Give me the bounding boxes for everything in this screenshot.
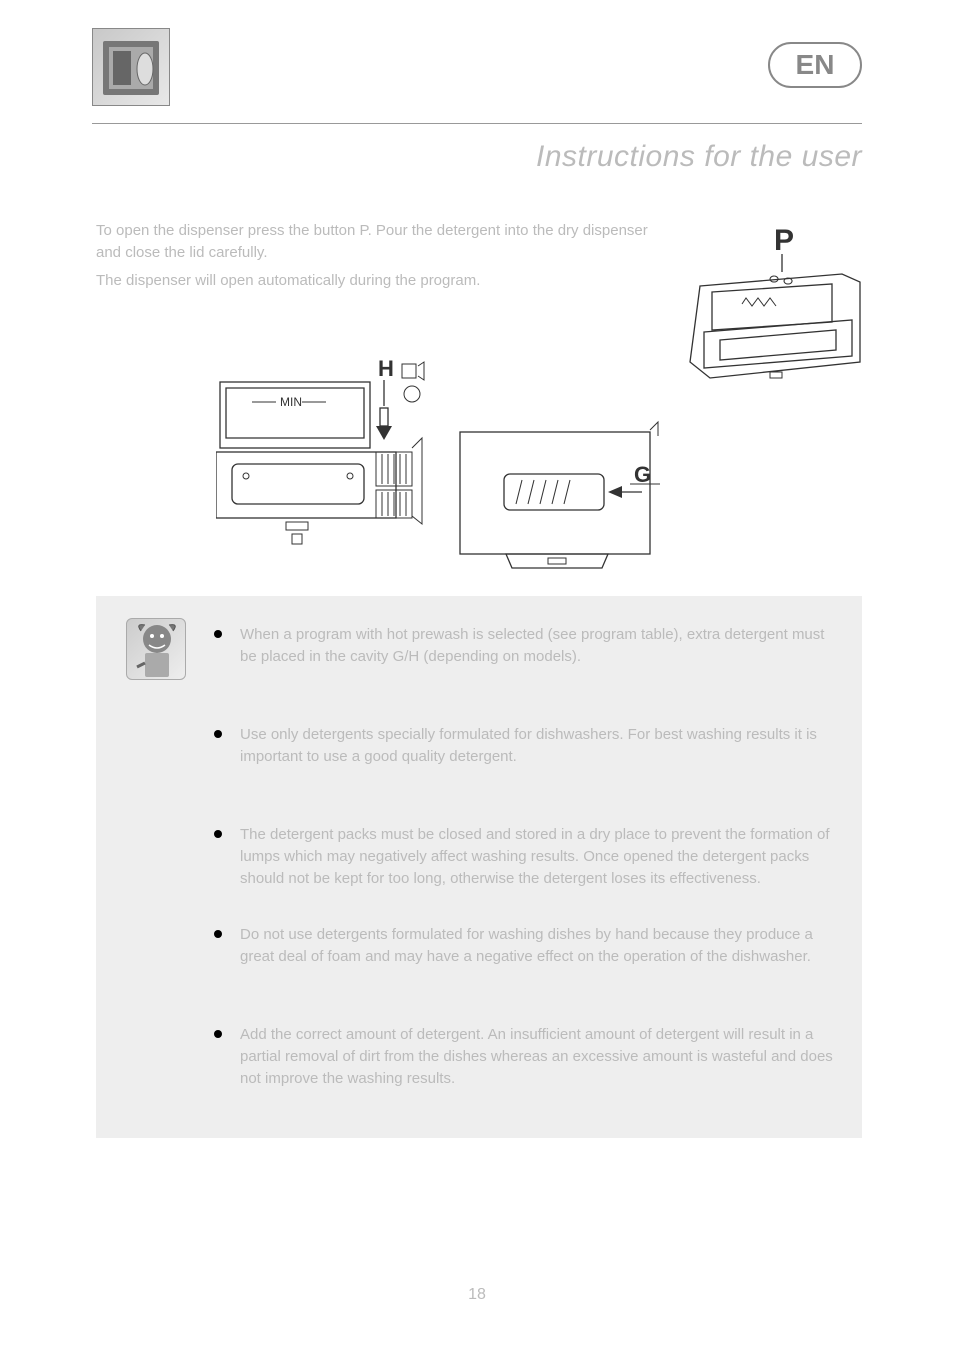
page-number: 18	[0, 1286, 954, 1304]
tip-item: Use only detergents specially formulated…	[214, 724, 836, 804]
figure-min-label: MIN	[280, 395, 302, 409]
figure-label-p: P	[774, 224, 794, 257]
tips-panel: When a program with hot prewash is selec…	[96, 596, 862, 1138]
tip-item: Add the correct amount of detergent. An …	[214, 1024, 836, 1104]
tip-item: When a program with hot prewash is selec…	[214, 624, 836, 704]
tip-text: When a program with hot prewash is selec…	[240, 626, 824, 665]
tips-list: When a program with hot prewash is selec…	[214, 624, 836, 1124]
intro-paragraph-2: The dispenser will open automatically du…	[96, 270, 656, 292]
tip-illustration-icon	[126, 618, 186, 680]
figure-dispenser-p: P	[682, 222, 862, 382]
figure-dispenser-h: H MIN	[216, 358, 438, 568]
appliance-icon	[93, 29, 171, 107]
tip-text: Do not use detergents formulated for was…	[240, 926, 813, 965]
tip-item: The detergent packs must be closed and s…	[214, 824, 836, 904]
brand-logo	[92, 28, 170, 106]
figure-cavity-g: G	[458, 418, 670, 572]
figure-label-h: H	[378, 358, 394, 381]
page-header: EN	[92, 28, 862, 124]
tip-text: The detergent packs must be closed and s…	[240, 826, 830, 887]
intro-text: To open the dispenser press the button P…	[96, 220, 656, 297]
tip-item: Do not use detergents formulated for was…	[214, 924, 836, 1004]
tip-text: Add the correct amount of detergent. An …	[240, 1026, 833, 1087]
figure-label-g: G	[634, 462, 651, 487]
language-code: EN	[796, 49, 835, 81]
tip-text: Use only detergents specially formulated…	[240, 726, 817, 765]
chapter-title: Instructions for the user	[102, 140, 862, 174]
language-badge: EN	[768, 42, 862, 88]
intro-paragraph-1: To open the dispenser press the button P…	[96, 220, 656, 264]
